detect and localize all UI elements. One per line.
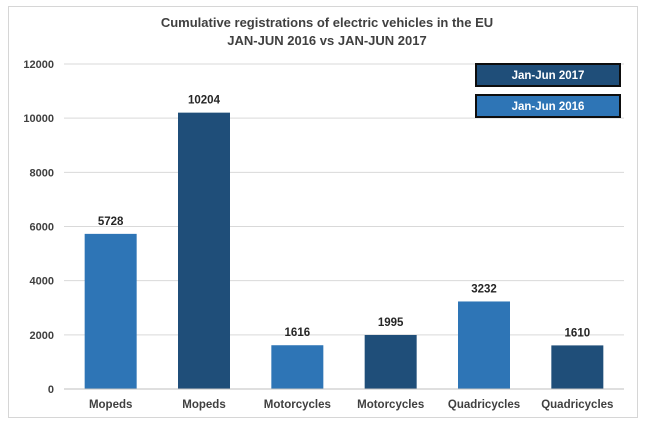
x-axis: Mopeds Mopeds Motorcycles Motorcycles Quadri… — [64, 388, 624, 411]
data-label: 10204 — [188, 95, 221, 107]
bar — [84, 233, 137, 389]
x-tick-label: Quadricycles — [448, 399, 520, 411]
data-label: 5728 — [98, 216, 124, 228]
y-tick-label: 2000 — [30, 330, 54, 342]
data-label: 1610 — [565, 327, 591, 339]
legend-label: Jan-Jun 2017 — [512, 70, 585, 82]
data-label: 3232 — [471, 283, 497, 295]
y-tick-label: 12000 — [23, 59, 54, 71]
bar — [458, 301, 510, 389]
x-tick-label: Quadricycles — [541, 399, 613, 411]
bar — [178, 112, 230, 390]
x-tick-label: Mopeds — [182, 399, 225, 411]
data-label: 1616 — [285, 327, 311, 339]
y-tick-label: 0 — [48, 384, 54, 396]
y-tick-label: 6000 — [30, 222, 54, 234]
legend: Jan-Jun 2017 Jan-Jun 2016 — [475, 63, 621, 118]
bar — [364, 334, 417, 389]
legend-label: Jan-Jun 2016 — [512, 101, 585, 113]
chart-subtitle: JAN-JUN 2016 vs JAN-JUN 2017 — [227, 33, 426, 48]
data-label: 1995 — [378, 317, 404, 329]
x-tick-label: Mopeds — [89, 399, 132, 411]
y-tick-label: 4000 — [30, 276, 54, 288]
bars: 5728 10204 1616 1995 3232 1610 — [84, 95, 604, 390]
y-axis: 0 2000 4000 6000 8000 10000 12000 — [23, 59, 54, 396]
x-tick-label: Motorcycles — [264, 399, 331, 411]
chart-title: Cumulative registrations of electric veh… — [161, 15, 493, 30]
x-tick-label: Motorcycles — [357, 399, 424, 411]
y-tick-label: 10000 — [23, 113, 54, 125]
legend-swatch — [475, 94, 621, 118]
y-tick-label: 8000 — [30, 167, 54, 179]
bar — [271, 345, 324, 389]
legend-swatch — [475, 63, 621, 87]
bar — [551, 345, 604, 389]
